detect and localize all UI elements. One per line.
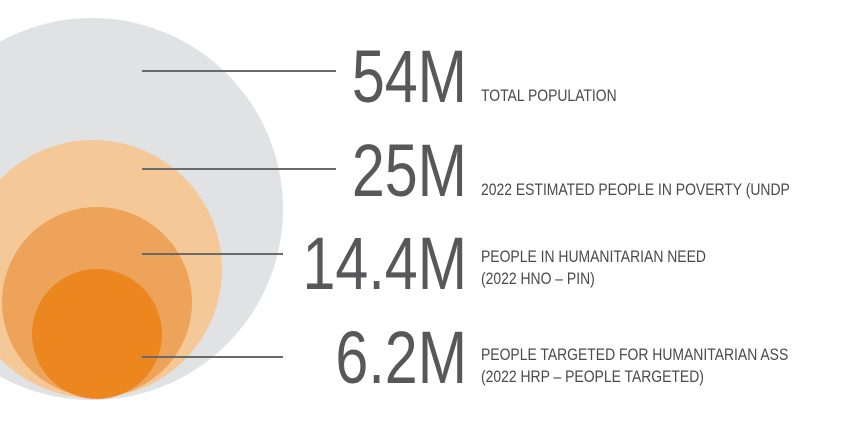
total-population-label: TOTAL POPULATION — [481, 87, 617, 106]
people-targeted-source: (2022 HRP – PEOPLE TARGETED) — [481, 368, 704, 387]
people-targeted-circle — [32, 269, 162, 399]
total-population-value: 54M — [352, 36, 467, 119]
people-targeted-value: 6.2M — [335, 317, 467, 400]
poverty-value: 25M — [352, 130, 467, 213]
humanitarian-need-value: 14.4M — [302, 223, 467, 306]
people-targeted-label: PEOPLE TARGETED FOR HUMANITARIAN ASS — [481, 346, 788, 365]
poverty-label: 2022 ESTIMATED PEOPLE IN POVERTY (UNDP — [481, 181, 790, 200]
humanitarian-need-label: PEOPLE IN HUMANITARIAN NEED — [481, 248, 706, 267]
humanitarian-need-source: (2022 HNO – PIN) — [481, 270, 595, 289]
